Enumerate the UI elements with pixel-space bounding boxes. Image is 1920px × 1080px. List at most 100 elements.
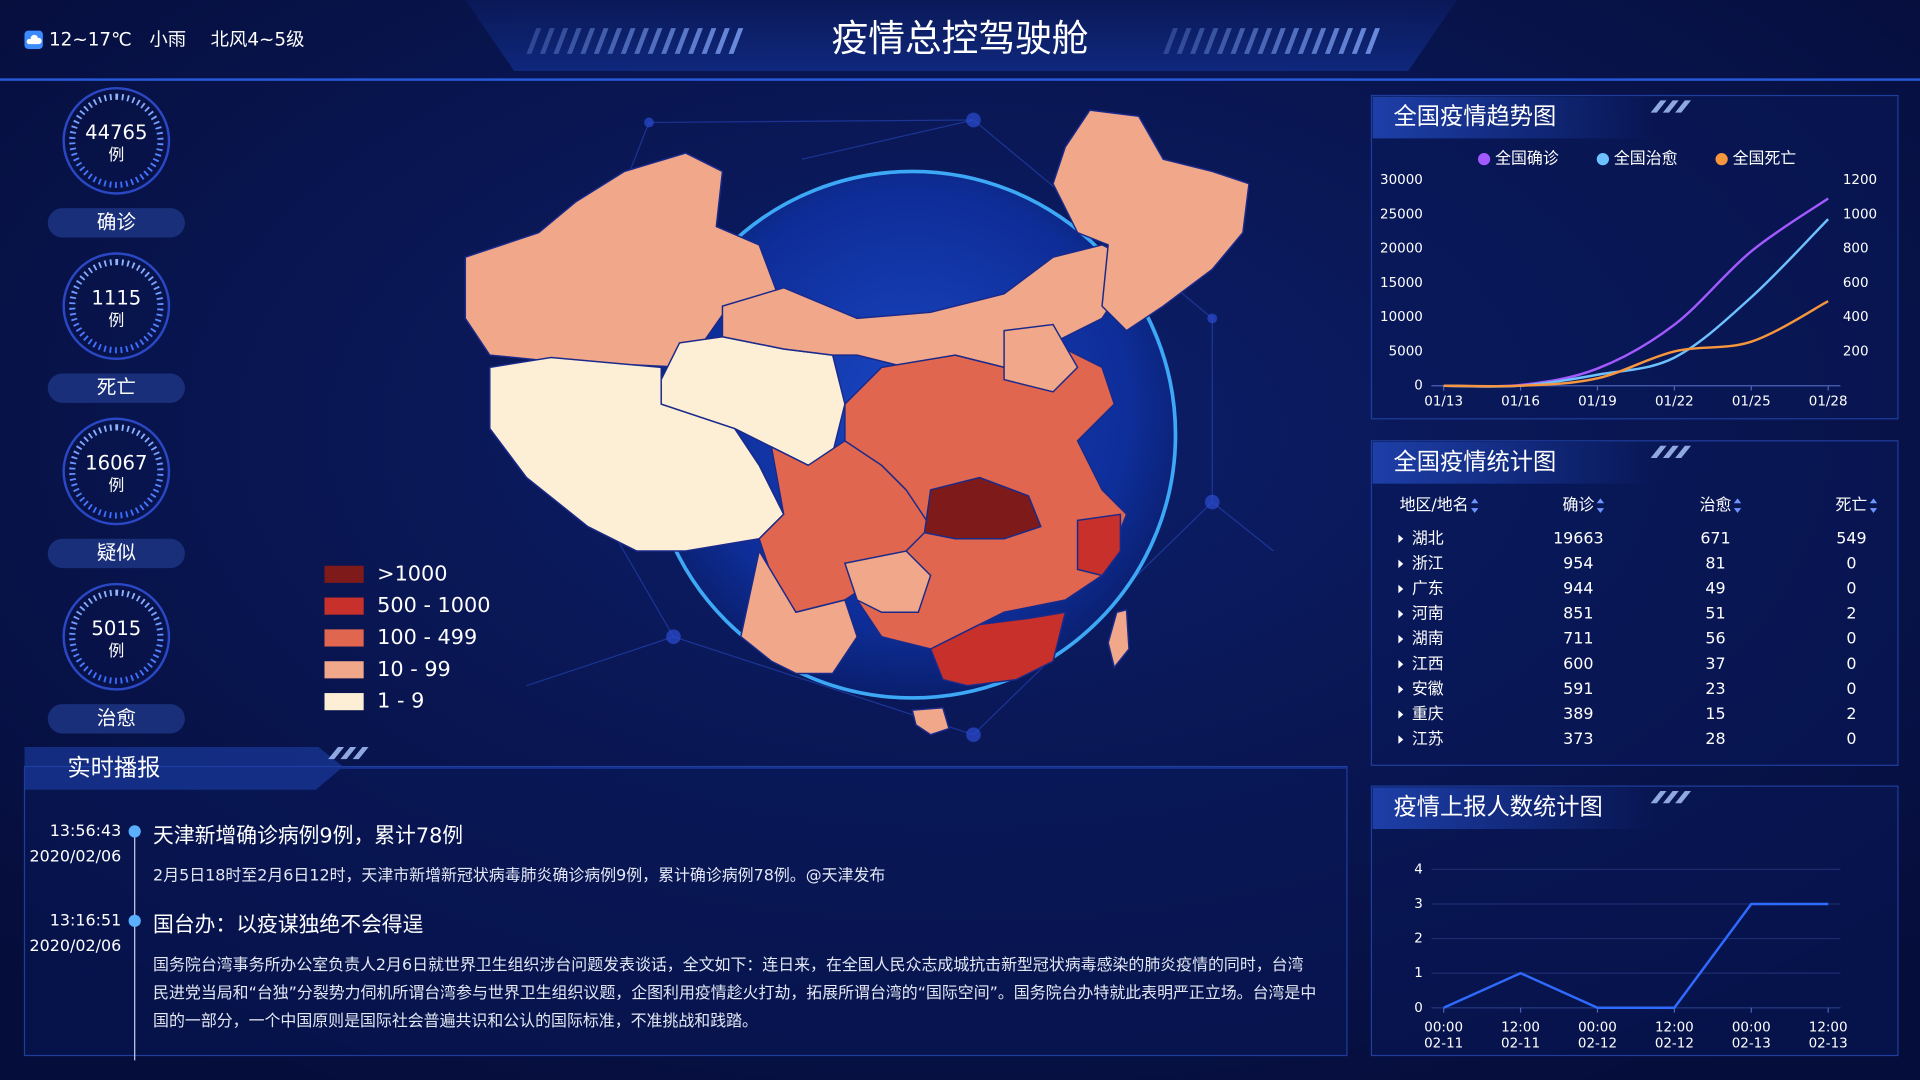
stat-ring: [62, 417, 171, 526]
timeline-dot: [128, 914, 141, 927]
panel-title: 全国疫情趋势图: [1393, 103, 1556, 130]
stripe: [1297, 28, 1313, 54]
y2-tick-label: 400: [1843, 310, 1869, 325]
stripe: [1284, 28, 1300, 54]
stripe: [526, 28, 542, 54]
legend-swatch: [324, 629, 364, 647]
y-tick-label: 1: [1414, 966, 1423, 981]
news-date: 2020/02/06: [30, 847, 122, 866]
news-body: 2月5日18时至2月6日12时，天津市新增新冠状病毒肺炎确诊病例9例，累计确诊病…: [153, 866, 886, 886]
stat-ring-inner: [69, 424, 164, 519]
stripe: [593, 28, 609, 54]
table-cell: 51: [1705, 604, 1725, 623]
stat-pill: [47, 373, 185, 403]
row-caret: [1398, 660, 1404, 669]
province: [740, 549, 858, 675]
legend-swatch: [324, 693, 364, 711]
table-cell: 湖南: [1412, 629, 1444, 648]
stat-value: 16067: [85, 452, 147, 475]
sort-icon: [1869, 498, 1878, 514]
y2-tick-label: 1000: [1843, 207, 1877, 222]
provinces: [464, 109, 1250, 736]
stripe: [580, 28, 596, 54]
stat-unit: 例: [108, 145, 124, 164]
stat-label: 治愈: [97, 706, 136, 729]
table-cell: 49: [1705, 578, 1725, 597]
panel-tab: [1372, 442, 1655, 484]
panel-tab: [24, 746, 1347, 790]
y-tick-label: 15000: [1380, 276, 1423, 291]
x-tick-label: 01/22: [1655, 395, 1694, 410]
news-body: 国务院台湾事务所办公室负责人2月6日就世界卫生组织涉台问题发表谈话，全文如下：连…: [153, 956, 1317, 1032]
table-cell: 河南: [1412, 604, 1444, 623]
sort-icon: [1596, 498, 1605, 514]
network-nodes: [644, 112, 1220, 743]
stat-label: 死亡: [97, 376, 136, 399]
row-caret: [1398, 735, 1404, 744]
sort-icon: [1733, 498, 1742, 514]
panel-tab: [1372, 96, 1655, 139]
stripe: [1324, 28, 1340, 54]
y2-tick-label: 600: [1843, 276, 1869, 291]
x-tick-label: 02-11: [1501, 1036, 1540, 1051]
trend-panel: 全国疫情趋势图 0 5000 10000 15000 20000 25000 30000 20…: [1370, 94, 1899, 420]
x-tick-label: 01/19: [1578, 395, 1617, 410]
stripe: [647, 28, 663, 54]
stat-ring: [62, 252, 171, 360]
table-cell: 954: [1563, 553, 1593, 572]
stat-pill: [47, 704, 185, 734]
legend-label: 100 - 499: [377, 625, 477, 649]
y-tick-label: 25000: [1380, 207, 1423, 222]
table-cell: 安徽: [1412, 679, 1444, 698]
timeline-dot: [128, 825, 141, 838]
y-tick-label: 5000: [1389, 344, 1423, 359]
stripe: [620, 28, 636, 54]
province: [843, 550, 932, 613]
weather-temp: 12~17℃: [49, 29, 132, 50]
stat-ring: [62, 86, 171, 195]
legend-marker: [1596, 153, 1609, 166]
header-line: [0, 78, 1920, 81]
table-cell: 23: [1705, 679, 1725, 698]
stat-value: 1115: [91, 286, 141, 309]
province: [1107, 608, 1130, 669]
stat-pill: [47, 538, 185, 569]
table-cell: 0: [1846, 578, 1856, 597]
x-tick-label: 01/28: [1809, 395, 1848, 410]
x-tick-label: 01/16: [1501, 395, 1540, 410]
x-tick-label: 02-13: [1732, 1036, 1771, 1051]
legend-label: 10 - 99: [377, 657, 451, 681]
table-cell: 671: [1700, 528, 1730, 547]
x-tick-label: 12:00: [1655, 1020, 1694, 1035]
news-title: 国台办：以疫谋独绝不会得逞: [153, 913, 424, 937]
stripe: [1365, 28, 1380, 54]
stripe: [540, 28, 555, 54]
province: [929, 611, 1067, 687]
stat-unit: 例: [108, 641, 124, 660]
stripe: [715, 28, 730, 54]
stripe: [728, 28, 744, 54]
column-header: 地区/地名: [1400, 495, 1469, 514]
map-legend: >1000 500 - 1000 100 - 499 10 - 99 1 - 9: [324, 561, 491, 713]
stat-unit: 例: [108, 310, 124, 329]
stat-label: 疑似: [97, 541, 136, 564]
stripe: [634, 28, 649, 54]
y-tick-label: 20000: [1380, 242, 1423, 257]
news-time: 13:56:43: [50, 821, 121, 840]
row-caret: [1398, 609, 1404, 619]
legend-label: 1 - 9: [377, 689, 424, 713]
x-tick-label: 00:00: [1424, 1020, 1463, 1035]
stat-ring-inner: [69, 258, 164, 354]
x-tick-label: 01/13: [1424, 395, 1463, 410]
panel-title: 疫情上报人数统计图: [1393, 794, 1602, 821]
stat-unit: 例: [108, 476, 124, 495]
panel-title: 实时播报: [67, 754, 160, 781]
stripe: [1230, 28, 1246, 54]
x-tick-label: 02-11: [1424, 1036, 1463, 1051]
table-cell: 湖北: [1412, 528, 1444, 547]
series-line: [1443, 300, 1829, 388]
